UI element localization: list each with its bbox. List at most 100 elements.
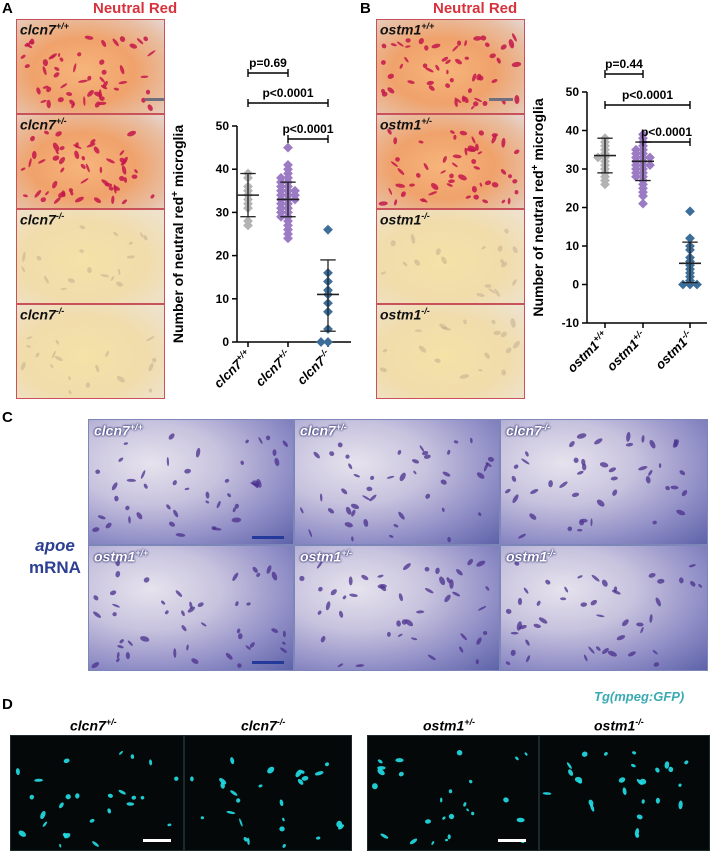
cell — [441, 507, 445, 512]
cell — [482, 199, 489, 204]
cell — [641, 435, 645, 443]
y-tick-label: 50 — [566, 85, 580, 99]
cell — [473, 36, 482, 41]
cell — [59, 802, 64, 809]
cell — [20, 54, 26, 59]
cell — [240, 460, 244, 465]
scale-bar — [252, 661, 284, 664]
scale-bar — [143, 839, 171, 842]
cell — [314, 771, 324, 776]
y-tick-label: 30 — [216, 205, 230, 219]
cell — [670, 485, 679, 490]
cell — [52, 180, 58, 189]
cell — [258, 437, 263, 444]
cell — [631, 763, 636, 768]
genotype-label: ostm1+/- — [300, 548, 352, 565]
cell — [590, 599, 598, 606]
cell — [164, 610, 169, 615]
cell — [295, 769, 302, 778]
data-point — [645, 160, 655, 171]
cell — [493, 330, 501, 336]
cell — [446, 183, 453, 187]
x-tick-label: clcn7+/- — [252, 347, 294, 389]
cell — [545, 579, 551, 585]
cell — [45, 191, 49, 196]
cell — [583, 654, 588, 662]
cell — [504, 228, 509, 234]
cell — [425, 493, 431, 499]
p-value-label: p=0.44 — [605, 57, 643, 71]
cell — [431, 43, 441, 49]
cell — [378, 201, 388, 206]
cell — [612, 489, 618, 496]
cell — [316, 561, 323, 569]
cell — [380, 585, 387, 592]
cell — [445, 838, 449, 842]
cell — [632, 751, 637, 755]
cell — [484, 352, 490, 359]
cell — [648, 573, 656, 578]
cell — [22, 194, 28, 198]
cell — [525, 451, 529, 457]
reporter-label: Tg(mpeg:GFP) — [594, 689, 685, 704]
cell — [237, 663, 242, 668]
cell — [441, 256, 447, 265]
cell — [339, 610, 344, 618]
cell — [398, 511, 405, 520]
cell — [613, 586, 618, 592]
cell — [513, 340, 520, 349]
cell — [458, 174, 467, 181]
cell — [402, 261, 408, 267]
cell — [516, 817, 525, 823]
cell — [381, 60, 386, 65]
cell — [393, 524, 399, 528]
cell — [467, 558, 474, 566]
p-value-label: p<0.0001 — [641, 125, 692, 139]
cell — [427, 654, 436, 661]
cell — [100, 84, 108, 90]
cell — [150, 194, 155, 199]
cell — [399, 63, 404, 69]
neutral-red-image: ostm1-/- — [376, 209, 525, 304]
cell — [514, 95, 520, 104]
cell — [430, 183, 439, 190]
cell — [26, 345, 31, 348]
y-tick-label: 10 — [566, 239, 580, 253]
cell — [282, 641, 286, 645]
cell — [113, 87, 120, 91]
y-tick-label: 40 — [216, 162, 230, 176]
cell — [395, 183, 406, 188]
cell — [655, 797, 661, 804]
cell — [60, 287, 67, 290]
neutral-red-image: ostm1+/- — [376, 114, 525, 209]
cell — [578, 780, 583, 784]
cell — [173, 648, 177, 658]
cell — [22, 251, 26, 262]
cell — [344, 522, 353, 528]
cell — [279, 826, 285, 832]
cell — [581, 751, 588, 757]
cell — [382, 348, 388, 353]
cell — [476, 73, 482, 81]
cell — [511, 61, 522, 68]
cell — [79, 249, 84, 253]
cell — [476, 560, 486, 567]
data-point — [323, 337, 333, 347]
cell — [500, 169, 507, 175]
cell — [434, 358, 441, 363]
cell — [40, 810, 46, 820]
cell — [20, 361, 26, 371]
cell — [387, 87, 395, 94]
cell — [29, 794, 35, 800]
cell — [405, 619, 414, 627]
cell — [416, 172, 421, 178]
cell — [636, 622, 644, 627]
cell — [594, 438, 603, 445]
cell-texture — [300, 437, 495, 543]
cell — [456, 749, 463, 756]
cell — [87, 267, 92, 274]
cell — [464, 147, 468, 156]
cell — [484, 284, 492, 288]
cell — [161, 600, 166, 605]
cell — [414, 259, 421, 266]
